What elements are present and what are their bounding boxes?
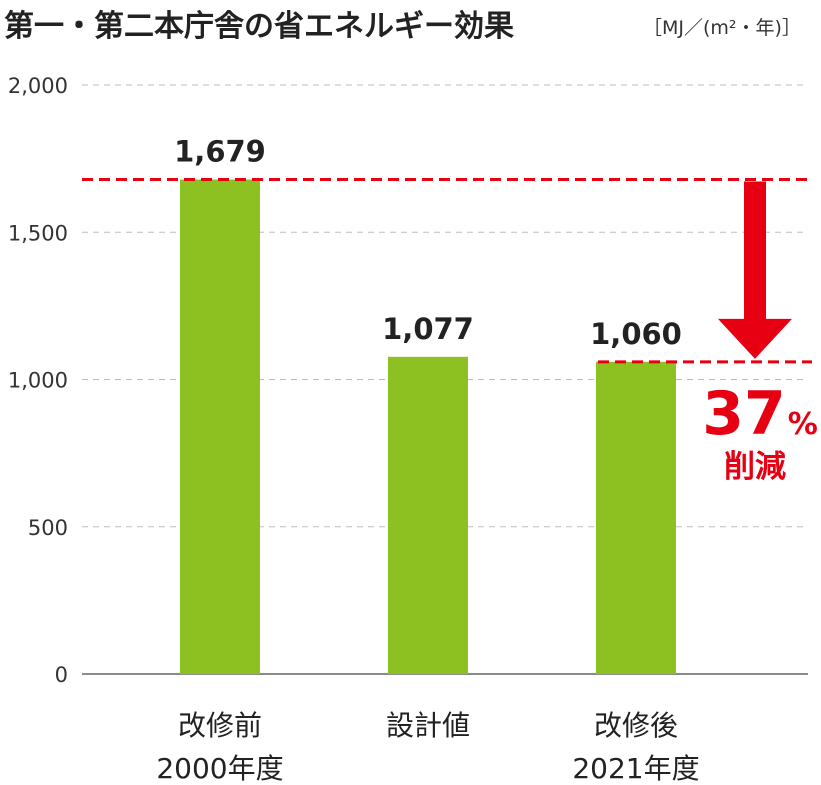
category-label: 改修前 [178, 709, 262, 742]
reference-lines [82, 178, 812, 364]
y-tick-label: 2,000 [8, 74, 68, 98]
bar [388, 356, 468, 674]
y-tick-label: 500 [28, 516, 68, 540]
bar [180, 179, 260, 675]
value-labels: 1,679 1,077 1,060 [174, 135, 682, 351]
y-axis-ticks: 0 500 1,000 1,500 2,000 [8, 74, 68, 687]
category-label: 設計値 [386, 709, 470, 742]
reduction-number: 37 [702, 379, 786, 449]
y-tick-label: 1,500 [8, 221, 68, 245]
percent-sign: % [788, 407, 818, 442]
category-label: 改修後 [594, 709, 678, 742]
unit-label: ［MJ／(m²・年)］ [643, 17, 801, 39]
category-labels: 改修前 2000年度 設計値 改修後 2021年度 [156, 709, 699, 785]
category-sublabel: 2021年度 [572, 752, 699, 785]
down-arrow-icon [718, 181, 792, 359]
value-label: 1,679 [174, 135, 266, 169]
y-tick-label: 1,000 [8, 369, 68, 393]
chart-title: 第一・第二本庁舎の省エネルギー効果 [4, 9, 514, 44]
y-tick-label: 0 [55, 663, 68, 687]
value-label: 1,060 [590, 317, 682, 351]
bars [180, 179, 676, 675]
value-label: 1,077 [382, 312, 474, 346]
reduction-percent: 37% [702, 379, 818, 449]
bar [596, 361, 676, 674]
category-sublabel: 2000年度 [156, 752, 283, 785]
reduction-label: 削減 [724, 449, 786, 485]
